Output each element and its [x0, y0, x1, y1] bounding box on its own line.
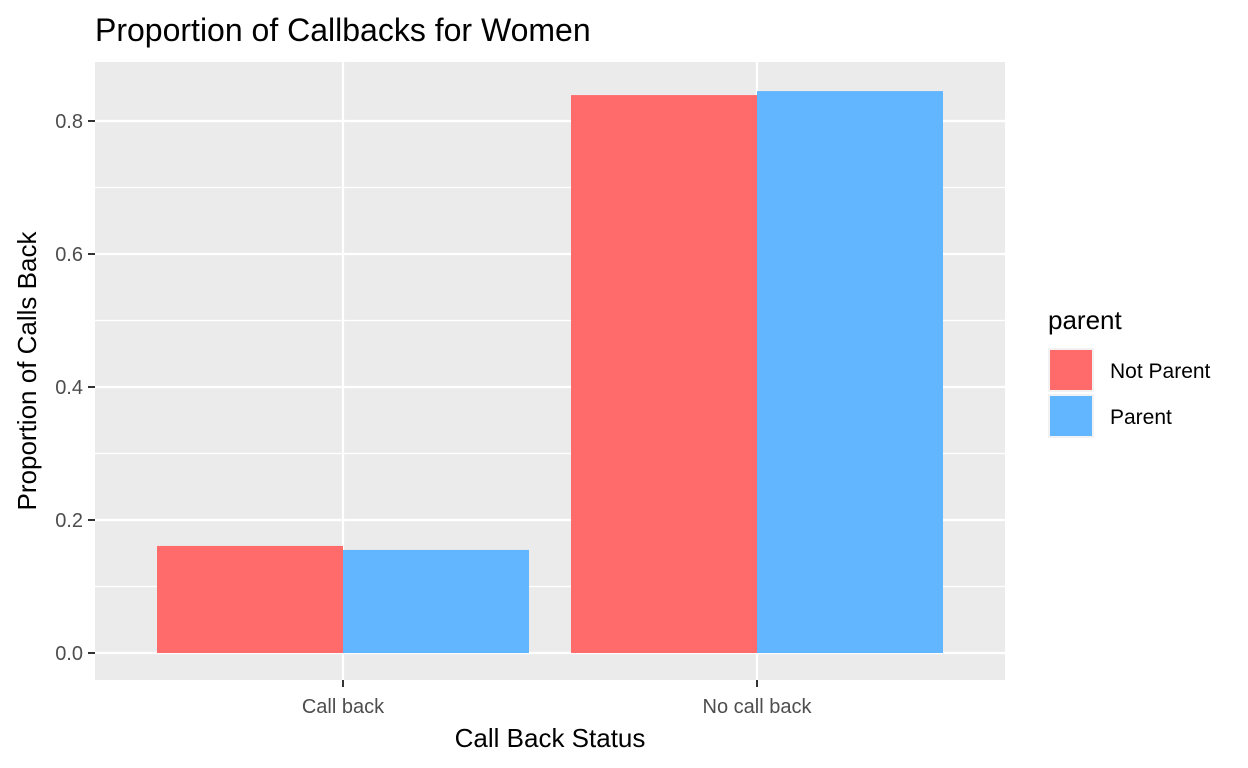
y-tick-label: 0.0: [55, 643, 83, 665]
legend: parent Not Parent Parent: [1048, 305, 1211, 438]
x-axis-title: Call Back Status: [455, 723, 646, 753]
legend-title: parent: [1048, 305, 1122, 335]
y-tick-label: 0.4: [55, 377, 83, 399]
chart-title: Proportion of Callbacks for Women: [95, 12, 591, 48]
legend-swatch-parent: [1050, 396, 1092, 436]
y-tick-label: 0.2: [55, 510, 83, 532]
bar-parent-no-call-back: [757, 91, 943, 653]
x-tick-label: No call back: [703, 696, 813, 718]
y-axis-ticks: 0.0 0.2 0.4 0.6 0.8: [55, 111, 95, 665]
x-axis-ticks: Call back No call back: [302, 680, 813, 718]
y-tick-label: 0.6: [55, 244, 83, 266]
y-tick-label: 0.8: [55, 111, 83, 133]
bar-parent-call-back: [343, 549, 529, 653]
bars: [157, 91, 943, 653]
bar-not-parent-no-call-back: [571, 95, 757, 653]
legend-label: Parent: [1110, 406, 1172, 429]
legend-swatch-not-parent: [1050, 350, 1092, 390]
bar-not-parent-call-back: [157, 545, 343, 653]
x-tick-label: Call back: [302, 696, 385, 718]
y-axis-title: Proportion of Calls Back: [12, 231, 42, 511]
legend-label: Not Parent: [1110, 360, 1211, 383]
